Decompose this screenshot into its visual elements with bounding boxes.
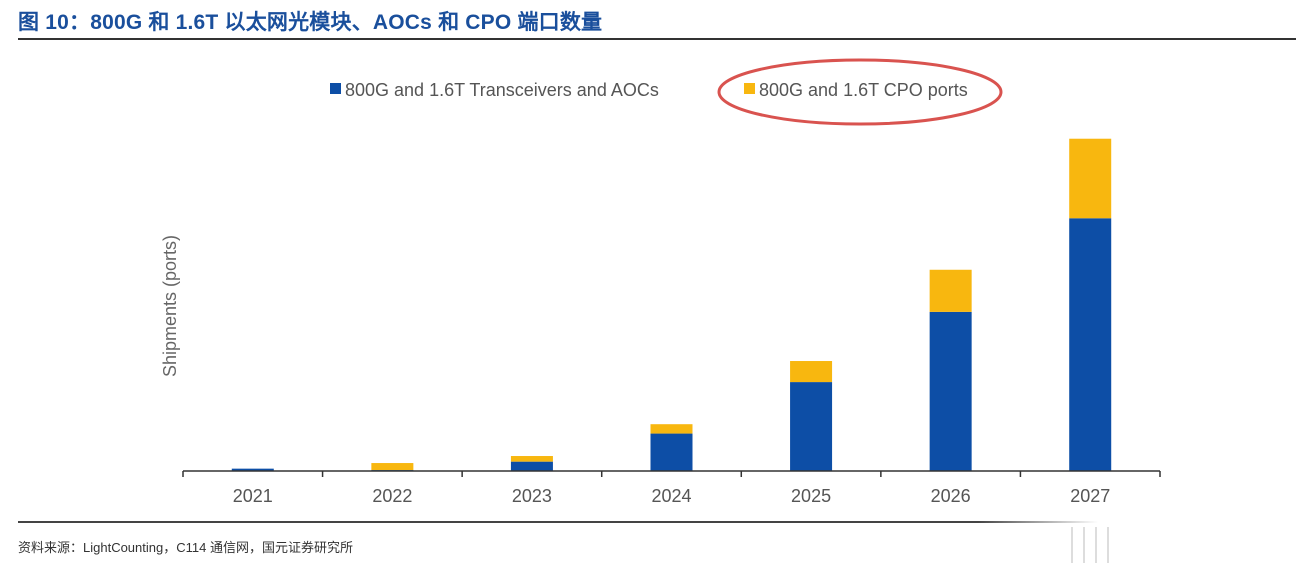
bar-transceivers-2025: [790, 382, 833, 471]
x-tick-label-2025: 2025: [791, 486, 831, 506]
legend: 800G and 1.6T Transceivers and AOCs 800G…: [330, 58, 1003, 126]
legend-label-cpo: 800G and 1.6T CPO ports: [759, 80, 968, 100]
footer-divider: [18, 521, 978, 523]
bar-transceivers-2027: [1069, 218, 1112, 471]
bar-cpo-2024: [650, 424, 693, 434]
legend-swatch-transceivers: [330, 83, 341, 94]
highlight-ellipse: [717, 58, 1003, 126]
bars-group: [231, 138, 1112, 471]
bar-cpo-2023: [510, 456, 553, 462]
source-note: 资料来源：LightCounting，C114 通信网，国元证券研究所: [18, 540, 353, 555]
figure-title: 图 10：800G 和 1.6T 以太网光模块、AOCs 和 CPO 端口数量: [18, 11, 603, 34]
footer-divider-fade: [978, 521, 1098, 523]
bar-cpo-2025: [790, 361, 833, 383]
bar-cpo-2022: [371, 463, 414, 471]
x-tick-label-2021: 2021: [233, 486, 273, 506]
legend-swatch-cpo: [744, 83, 755, 94]
x-tick-label-2022: 2022: [372, 486, 412, 506]
title-divider: [18, 38, 1296, 40]
overlay-artifact: [1071, 527, 1109, 563]
x-tick-label-2026: 2026: [931, 486, 971, 506]
bar-transceivers-2023: [510, 461, 553, 471]
x-axis-labels: 2021 2022 2023 2024 2025 2026 2027: [233, 486, 1110, 506]
x-tick-label-2027: 2027: [1070, 486, 1110, 506]
bar-cpo-2026: [929, 269, 972, 312]
x-tick-label-2024: 2024: [651, 486, 691, 506]
y-axis-label: Shipments (ports): [160, 235, 180, 377]
bar-transceivers-2026: [929, 311, 972, 471]
bar-transceivers-2021: [231, 468, 274, 471]
legend-label-transceivers: 800G and 1.6T Transceivers and AOCs: [345, 80, 659, 100]
bar-cpo-2027: [1069, 138, 1112, 219]
x-axis-ticks: [182, 471, 1161, 477]
x-tick-label-2023: 2023: [512, 486, 552, 506]
bar-transceivers-2024: [650, 433, 693, 471]
